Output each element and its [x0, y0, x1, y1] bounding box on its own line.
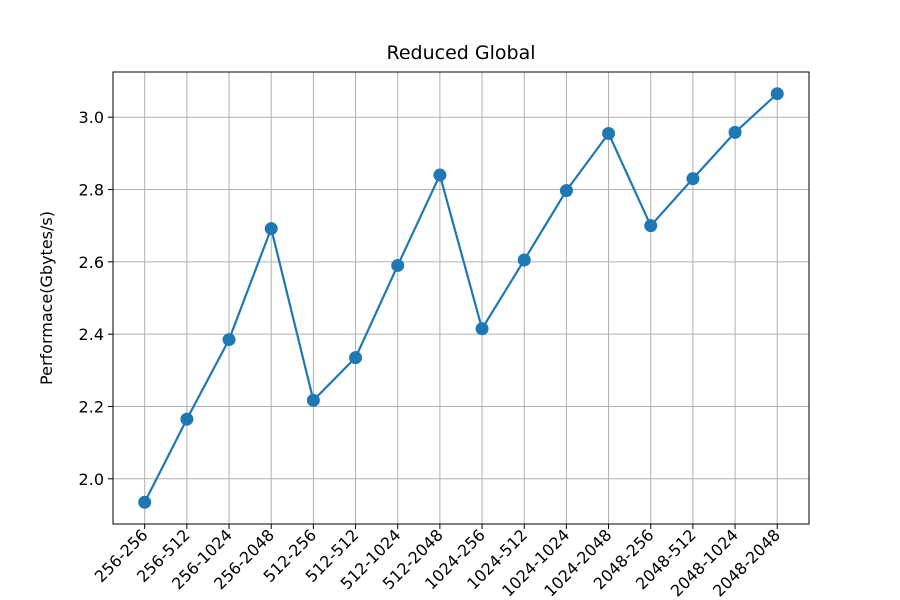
data-point: [644, 219, 658, 233]
data-point: [433, 168, 447, 182]
data-point: [180, 412, 194, 426]
y-axis-ticks: 2.0 2.2 2.4 2.6 2.8 3.0: [79, 108, 113, 489]
data-point: [306, 393, 320, 407]
y-tick-label: 2.0: [79, 470, 104, 489]
data-point: [602, 126, 616, 140]
data-point: [264, 222, 278, 236]
series-line-group: [143, 92, 778, 503]
data-point: [349, 351, 363, 365]
data-point: [138, 495, 152, 509]
data-point: [391, 258, 405, 272]
y-axis-label: Performace(Gbytes/s): [37, 211, 56, 385]
data-point: [559, 184, 573, 198]
y-tick-label: 2.4: [79, 325, 104, 344]
data-point: [517, 253, 531, 267]
plot-area-frame: [112, 71, 810, 525]
data-point: [475, 322, 489, 336]
data-point-group: [138, 87, 784, 509]
y-tick-label: 2.2: [79, 397, 104, 416]
x-axis-ticks: 256-256256-512256-1024256-2048512-256512…: [91, 524, 784, 600]
data-point: [222, 333, 236, 347]
data-point: [728, 125, 742, 139]
chart-title: Reduced Global: [387, 42, 536, 64]
y-tick-label: 2.8: [79, 181, 104, 200]
series-line: [143, 92, 778, 503]
y-tick-label: 2.6: [79, 253, 104, 272]
y-tick-label: 3.0: [79, 108, 104, 127]
data-point: [770, 87, 784, 101]
grid: [113, 72, 809, 524]
data-point: [686, 172, 700, 186]
